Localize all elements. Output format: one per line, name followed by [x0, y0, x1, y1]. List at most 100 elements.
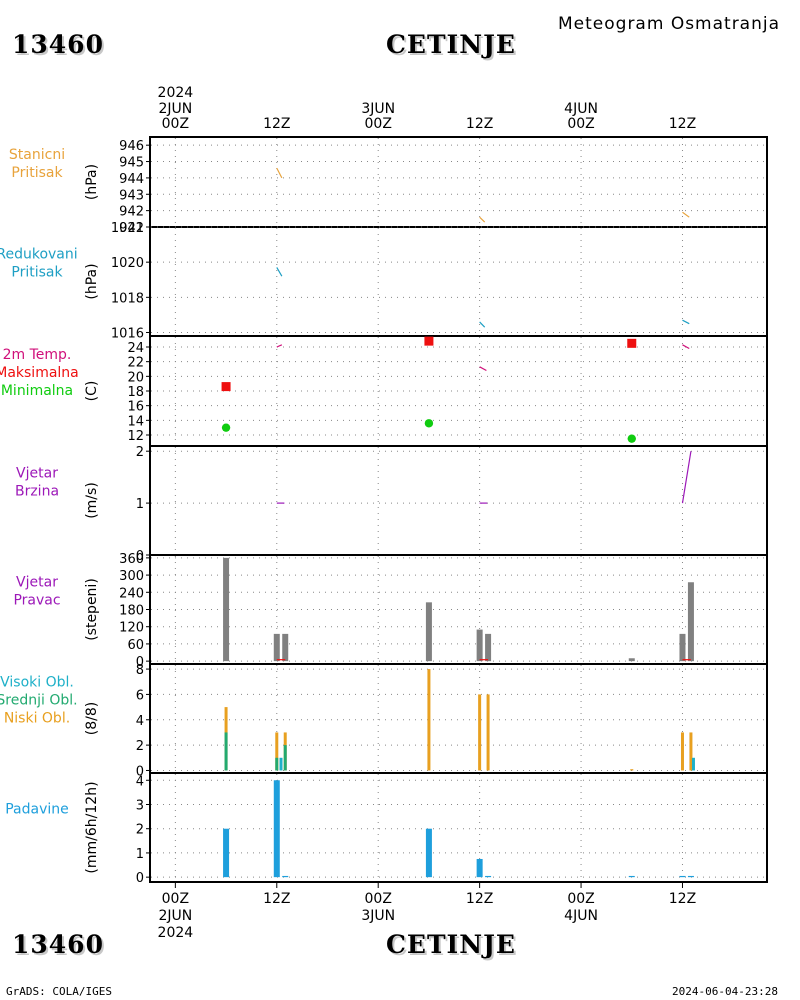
series-bar — [689, 732, 693, 771]
max-temp-marker — [221, 382, 231, 392]
series-bar — [223, 828, 230, 878]
y-tick-label: 24 — [127, 341, 144, 356]
panel-side-label: Vjetar — [16, 466, 58, 482]
series-bar — [628, 875, 635, 878]
panel-unit-label: (hPa) — [84, 164, 100, 200]
panel-side-label: Pritisak — [11, 265, 63, 281]
series-bar — [282, 633, 289, 662]
station-id-top: 13460 — [12, 30, 104, 59]
series-bar — [486, 694, 490, 771]
y-tick-label: 120 — [119, 621, 144, 636]
bottom-tick-label: 12Z — [466, 891, 493, 907]
series-bar — [679, 875, 686, 878]
y-tick-label: 8 — [136, 663, 144, 678]
series-bar — [687, 582, 694, 662]
series-line-segment — [682, 211, 690, 218]
y-tick-label: 180 — [119, 604, 144, 619]
y-tick-label: 1022 — [111, 221, 144, 236]
panel-side-label: Stanicni — [9, 147, 65, 163]
series-bar — [223, 557, 230, 662]
series-bar — [691, 757, 695, 771]
y-tick-label: 946 — [119, 139, 144, 154]
top-date-label: 4JUN — [564, 101, 598, 117]
series-bar — [273, 633, 280, 662]
panel-side-label: Minimalna — [1, 383, 73, 399]
series-bar — [485, 875, 492, 878]
panel-unit-label: (mm/6h/12h) — [84, 781, 100, 873]
panel-unit-label: (stepeni) — [84, 578, 100, 641]
max-temp-marker — [627, 338, 637, 348]
bottom-tick-label: 00Z — [365, 891, 392, 907]
series-line-segment — [682, 344, 690, 349]
min-temp-marker — [627, 434, 636, 443]
y-tick-label: 360 — [119, 552, 144, 567]
y-tick-label: 1016 — [111, 326, 144, 341]
bottom-date-label: 4JUN — [564, 908, 598, 924]
panel-unit-label: (m/s) — [84, 482, 100, 519]
series-bar — [687, 875, 694, 878]
y-tick-label: 1 — [136, 847, 144, 862]
y-tick-label: 12 — [127, 429, 144, 444]
y-tick-label: 0 — [136, 655, 144, 670]
panel-side-label: Vjetar — [16, 575, 58, 591]
y-tick-label: 3 — [136, 798, 144, 813]
top-tick-label: 00Z — [365, 116, 392, 132]
series-line-segment — [479, 366, 487, 371]
series-bar — [275, 732, 279, 771]
series-line-segment — [479, 321, 486, 328]
top-tick-label: 12Z — [669, 116, 696, 132]
series-bar — [425, 602, 432, 662]
top-tick-label: 00Z — [567, 116, 594, 132]
y-tick-label: 60 — [127, 638, 144, 653]
station-id-bottom: 13460 — [12, 930, 104, 959]
timestamp-text: 2024-06-04-23:28 — [672, 985, 778, 998]
series-bar — [275, 757, 279, 771]
series-bar — [476, 629, 483, 662]
y-tick-label: 0 — [136, 549, 144, 564]
bottom-tick-label: 12Z — [263, 891, 290, 907]
series-bar — [476, 858, 483, 878]
bottom-tick-label: 00Z — [567, 891, 594, 907]
series-bar — [425, 828, 432, 878]
series-bar — [628, 658, 635, 662]
y-tick-label: 2 — [136, 445, 144, 460]
panel-unit-label: (hPa) — [84, 263, 100, 299]
max-temp-marker — [424, 336, 434, 346]
station-name-top: CETINJE — [386, 30, 516, 59]
series-line-segment — [681, 451, 692, 504]
credit-text: GrADS: COLA/IGES — [6, 985, 112, 998]
panel-side-label: Maksimalna — [0, 365, 79, 381]
top-tick-label: 12Z — [263, 116, 290, 132]
panel-side-label: Brzina — [15, 484, 59, 500]
min-temp-marker — [424, 419, 434, 428]
series-bar — [224, 732, 228, 771]
series-line-segment — [276, 167, 283, 179]
panel-side-label: Pravac — [13, 593, 60, 609]
y-tick-label: 22 — [127, 356, 144, 371]
bottom-year-label: 2024 — [158, 925, 194, 941]
station-name-bottom: CETINJE — [386, 930, 516, 959]
chart-title: Meteogram Osmatranja — [558, 14, 781, 34]
y-tick-label: 14 — [127, 414, 144, 429]
y-tick-label: 4 — [136, 774, 144, 789]
bottom-date-label: 2JUN — [158, 908, 192, 924]
series-bar — [282, 875, 289, 878]
top-date-label: 3JUN — [361, 101, 395, 117]
series-bar — [427, 669, 431, 771]
y-tick-label: 4 — [136, 714, 144, 729]
panel-unit-label: (8/8) — [84, 702, 100, 735]
top-date-label: 2JUN — [158, 101, 192, 117]
series-bar — [283, 745, 287, 771]
y-tick-label: 942 — [119, 205, 144, 220]
panel-side-label: Srednji Obl. — [0, 693, 78, 709]
y-tick-label: 943 — [119, 188, 144, 203]
panel-side-label: Padavine — [5, 802, 69, 818]
y-tick-label: 1018 — [111, 291, 144, 306]
panel-side-label: 2m Temp. — [3, 347, 72, 363]
y-tick-label: 0 — [136, 764, 144, 779]
series-bar — [478, 694, 482, 771]
y-tick-label: 240 — [119, 586, 144, 601]
series-line-segment — [479, 216, 486, 223]
series-bar — [679, 633, 686, 662]
panel-unit-label: (C) — [84, 381, 100, 402]
